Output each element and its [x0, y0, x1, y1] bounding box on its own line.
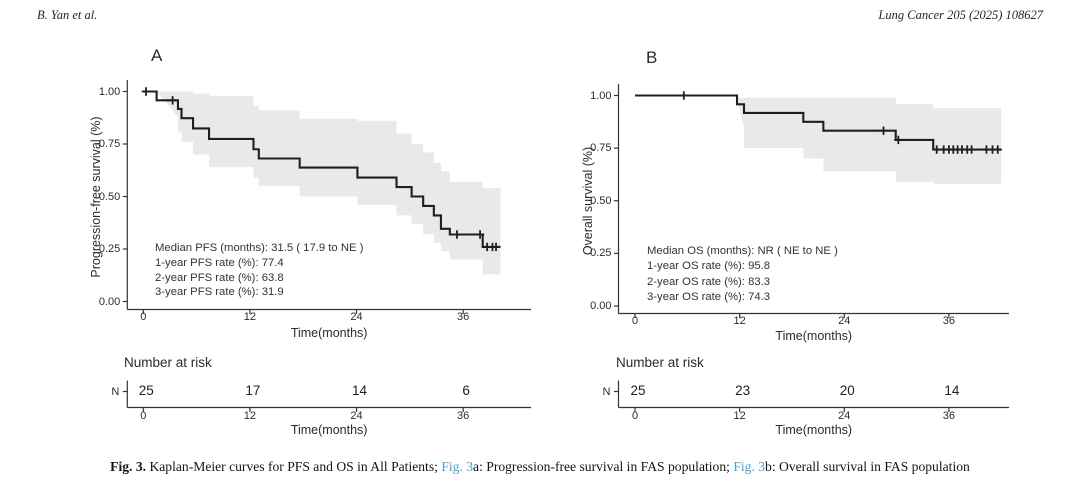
km-curve-B [635, 94, 1002, 151]
caption-text-segment: Kaplan-Meier curves for PFS and OS in Al… [146, 459, 442, 474]
figure-reference-link[interactable]: Fig. 3 [441, 459, 474, 474]
confidence-band-A [156, 91, 501, 275]
caption-text-segment: b: Overall survival in FAS population [765, 459, 970, 474]
caption-text-segment: Fig. 3. [110, 459, 147, 474]
figure-reference-link[interactable]: Fig. 3 [733, 459, 766, 474]
figure-caption: Fig. 3. Kaplan-Meier curves for PFS and … [0, 459, 1080, 475]
km-curve-A [143, 90, 501, 248]
censor-marks-B [679, 91, 1002, 154]
censor-marks-A [141, 87, 501, 252]
confidence-band-B [737, 97, 1002, 184]
caption-text-segment: a: Progression-free survival in FAS popu… [473, 459, 734, 474]
running-head-journal: Lung Cancer 205 (2025) 108627 [878, 8, 1043, 22]
running-head-authors: B. Yan et al. [37, 8, 98, 22]
